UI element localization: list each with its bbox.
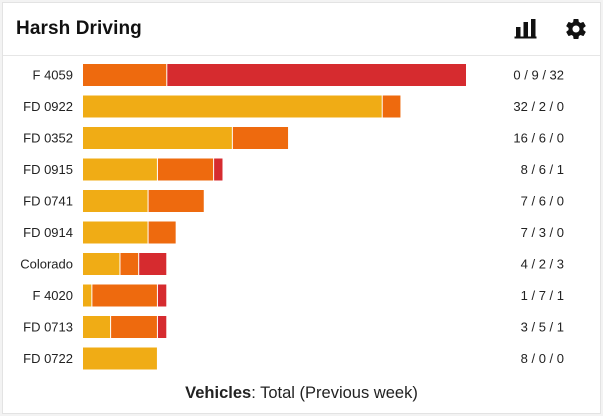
category-label: FD 0722 bbox=[23, 351, 73, 366]
bar-segment[interactable] bbox=[167, 64, 467, 86]
category-label: FD 0922 bbox=[23, 99, 73, 114]
bar-segment[interactable] bbox=[83, 190, 148, 212]
value-label: 32 / 2 / 0 bbox=[513, 99, 564, 114]
category-label: FD 0915 bbox=[23, 162, 73, 177]
category-label: Colorado bbox=[20, 257, 73, 272]
category-label: FD 0741 bbox=[23, 194, 73, 209]
chart-footer: Vehicles: Total (Previous week) bbox=[3, 384, 600, 403]
bar-segment[interactable] bbox=[157, 316, 167, 338]
bar-segment[interactable] bbox=[139, 253, 167, 275]
card-header: Harsh Driving bbox=[3, 3, 600, 56]
stacked-bar-chart: F 4059 0 / 9 / 32 FD 0922 32 / 2 / 0 FD 0352… bbox=[20, 64, 564, 370]
card-title: Harsh Driving bbox=[16, 18, 142, 39]
bar-segment[interactable] bbox=[83, 253, 120, 275]
gear-icon[interactable] bbox=[564, 17, 588, 41]
bar-segment[interactable] bbox=[83, 347, 157, 370]
category-label: F 4059 bbox=[33, 68, 73, 83]
bar-segment[interactable] bbox=[148, 221, 176, 244]
bar-segment[interactable] bbox=[92, 284, 157, 307]
value-label: 7 / 6 / 0 bbox=[521, 194, 564, 209]
value-label: 8 / 6 / 1 bbox=[521, 162, 564, 177]
bar-segment[interactable] bbox=[111, 316, 157, 338]
value-label: 1 / 7 / 1 bbox=[521, 288, 564, 303]
value-label: 4 / 2 / 3 bbox=[521, 257, 564, 272]
bar-segment[interactable] bbox=[157, 284, 167, 307]
footer-bold-label: Vehicles bbox=[185, 384, 252, 402]
category-label: FD 0914 bbox=[23, 225, 73, 240]
bar-chart-icon[interactable] bbox=[514, 17, 538, 41]
bar-segment[interactable] bbox=[148, 190, 204, 212]
footer-label: : Total (Previous week) bbox=[251, 384, 418, 402]
bar-segment[interactable] bbox=[83, 316, 111, 338]
value-label: 16 / 6 / 0 bbox=[513, 131, 564, 146]
value-label: 3 / 5 / 1 bbox=[521, 320, 564, 335]
value-label: 0 / 9 / 32 bbox=[513, 68, 564, 83]
bar-segment[interactable] bbox=[83, 127, 232, 149]
bar-segment[interactable] bbox=[382, 95, 401, 118]
bar-segment[interactable] bbox=[83, 64, 167, 86]
bar-segment[interactable] bbox=[157, 158, 214, 181]
bar-segment[interactable] bbox=[83, 95, 382, 118]
value-label: 7 / 3 / 0 bbox=[521, 225, 564, 240]
category-label: F 4020 bbox=[33, 288, 73, 303]
bar-segment[interactable] bbox=[83, 221, 148, 244]
bar-segment[interactable] bbox=[83, 158, 157, 181]
bar-segment[interactable] bbox=[214, 158, 223, 181]
category-label: FD 0352 bbox=[23, 131, 73, 146]
bar-segment[interactable] bbox=[232, 127, 289, 149]
bar-segment[interactable] bbox=[83, 284, 92, 307]
bar-segment[interactable] bbox=[120, 253, 139, 275]
category-label: FD 0713 bbox=[23, 320, 73, 335]
value-label: 8 / 0 / 0 bbox=[521, 351, 564, 366]
